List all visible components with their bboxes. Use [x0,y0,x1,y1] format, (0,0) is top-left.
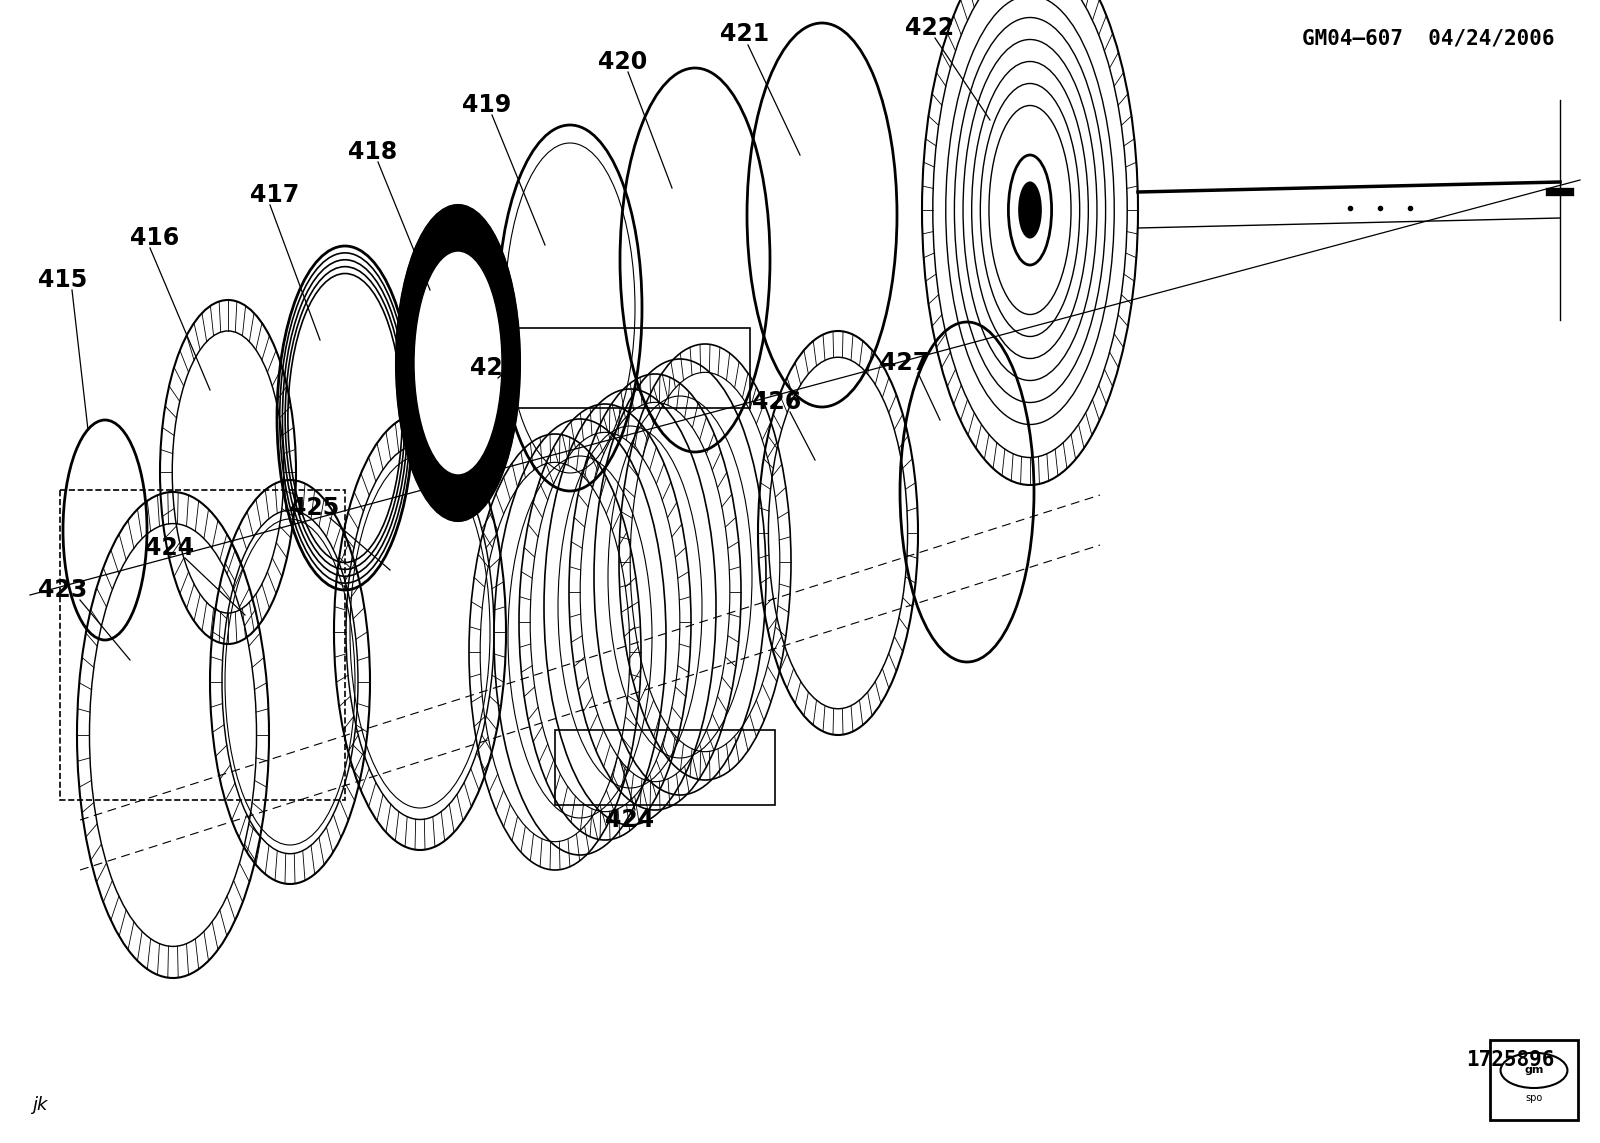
Bar [515,328,750,408]
Text: 422: 422 [906,16,954,40]
Text: GM04–607  04/24/2006: GM04–607 04/24/2006 [1302,27,1555,48]
Text: 426: 426 [752,390,802,414]
Text: 419: 419 [462,93,512,117]
Bar [555,730,774,805]
Text: 424: 424 [605,808,654,832]
Text: 416: 416 [130,226,179,250]
Bar [61,490,346,800]
Text: 418: 418 [349,139,397,163]
Text: 425: 425 [290,496,339,520]
Ellipse shape [414,251,502,475]
Text: jk: jk [32,1096,48,1114]
Text: 1725896: 1725896 [1467,1050,1555,1070]
Text: 424: 424 [146,536,194,560]
Text: 421: 421 [720,22,770,46]
Ellipse shape [397,205,520,521]
Text: 425: 425 [470,355,520,379]
Text: 420: 420 [598,50,648,74]
Text: spo: spo [1525,1093,1542,1103]
Text: 423: 423 [38,578,88,602]
Bar [1490,1040,1578,1120]
Text: gm: gm [1525,1065,1544,1076]
Text: 427: 427 [880,351,930,375]
Text: 417: 417 [250,183,299,207]
Text: 415: 415 [38,267,88,291]
Ellipse shape [1019,183,1040,238]
